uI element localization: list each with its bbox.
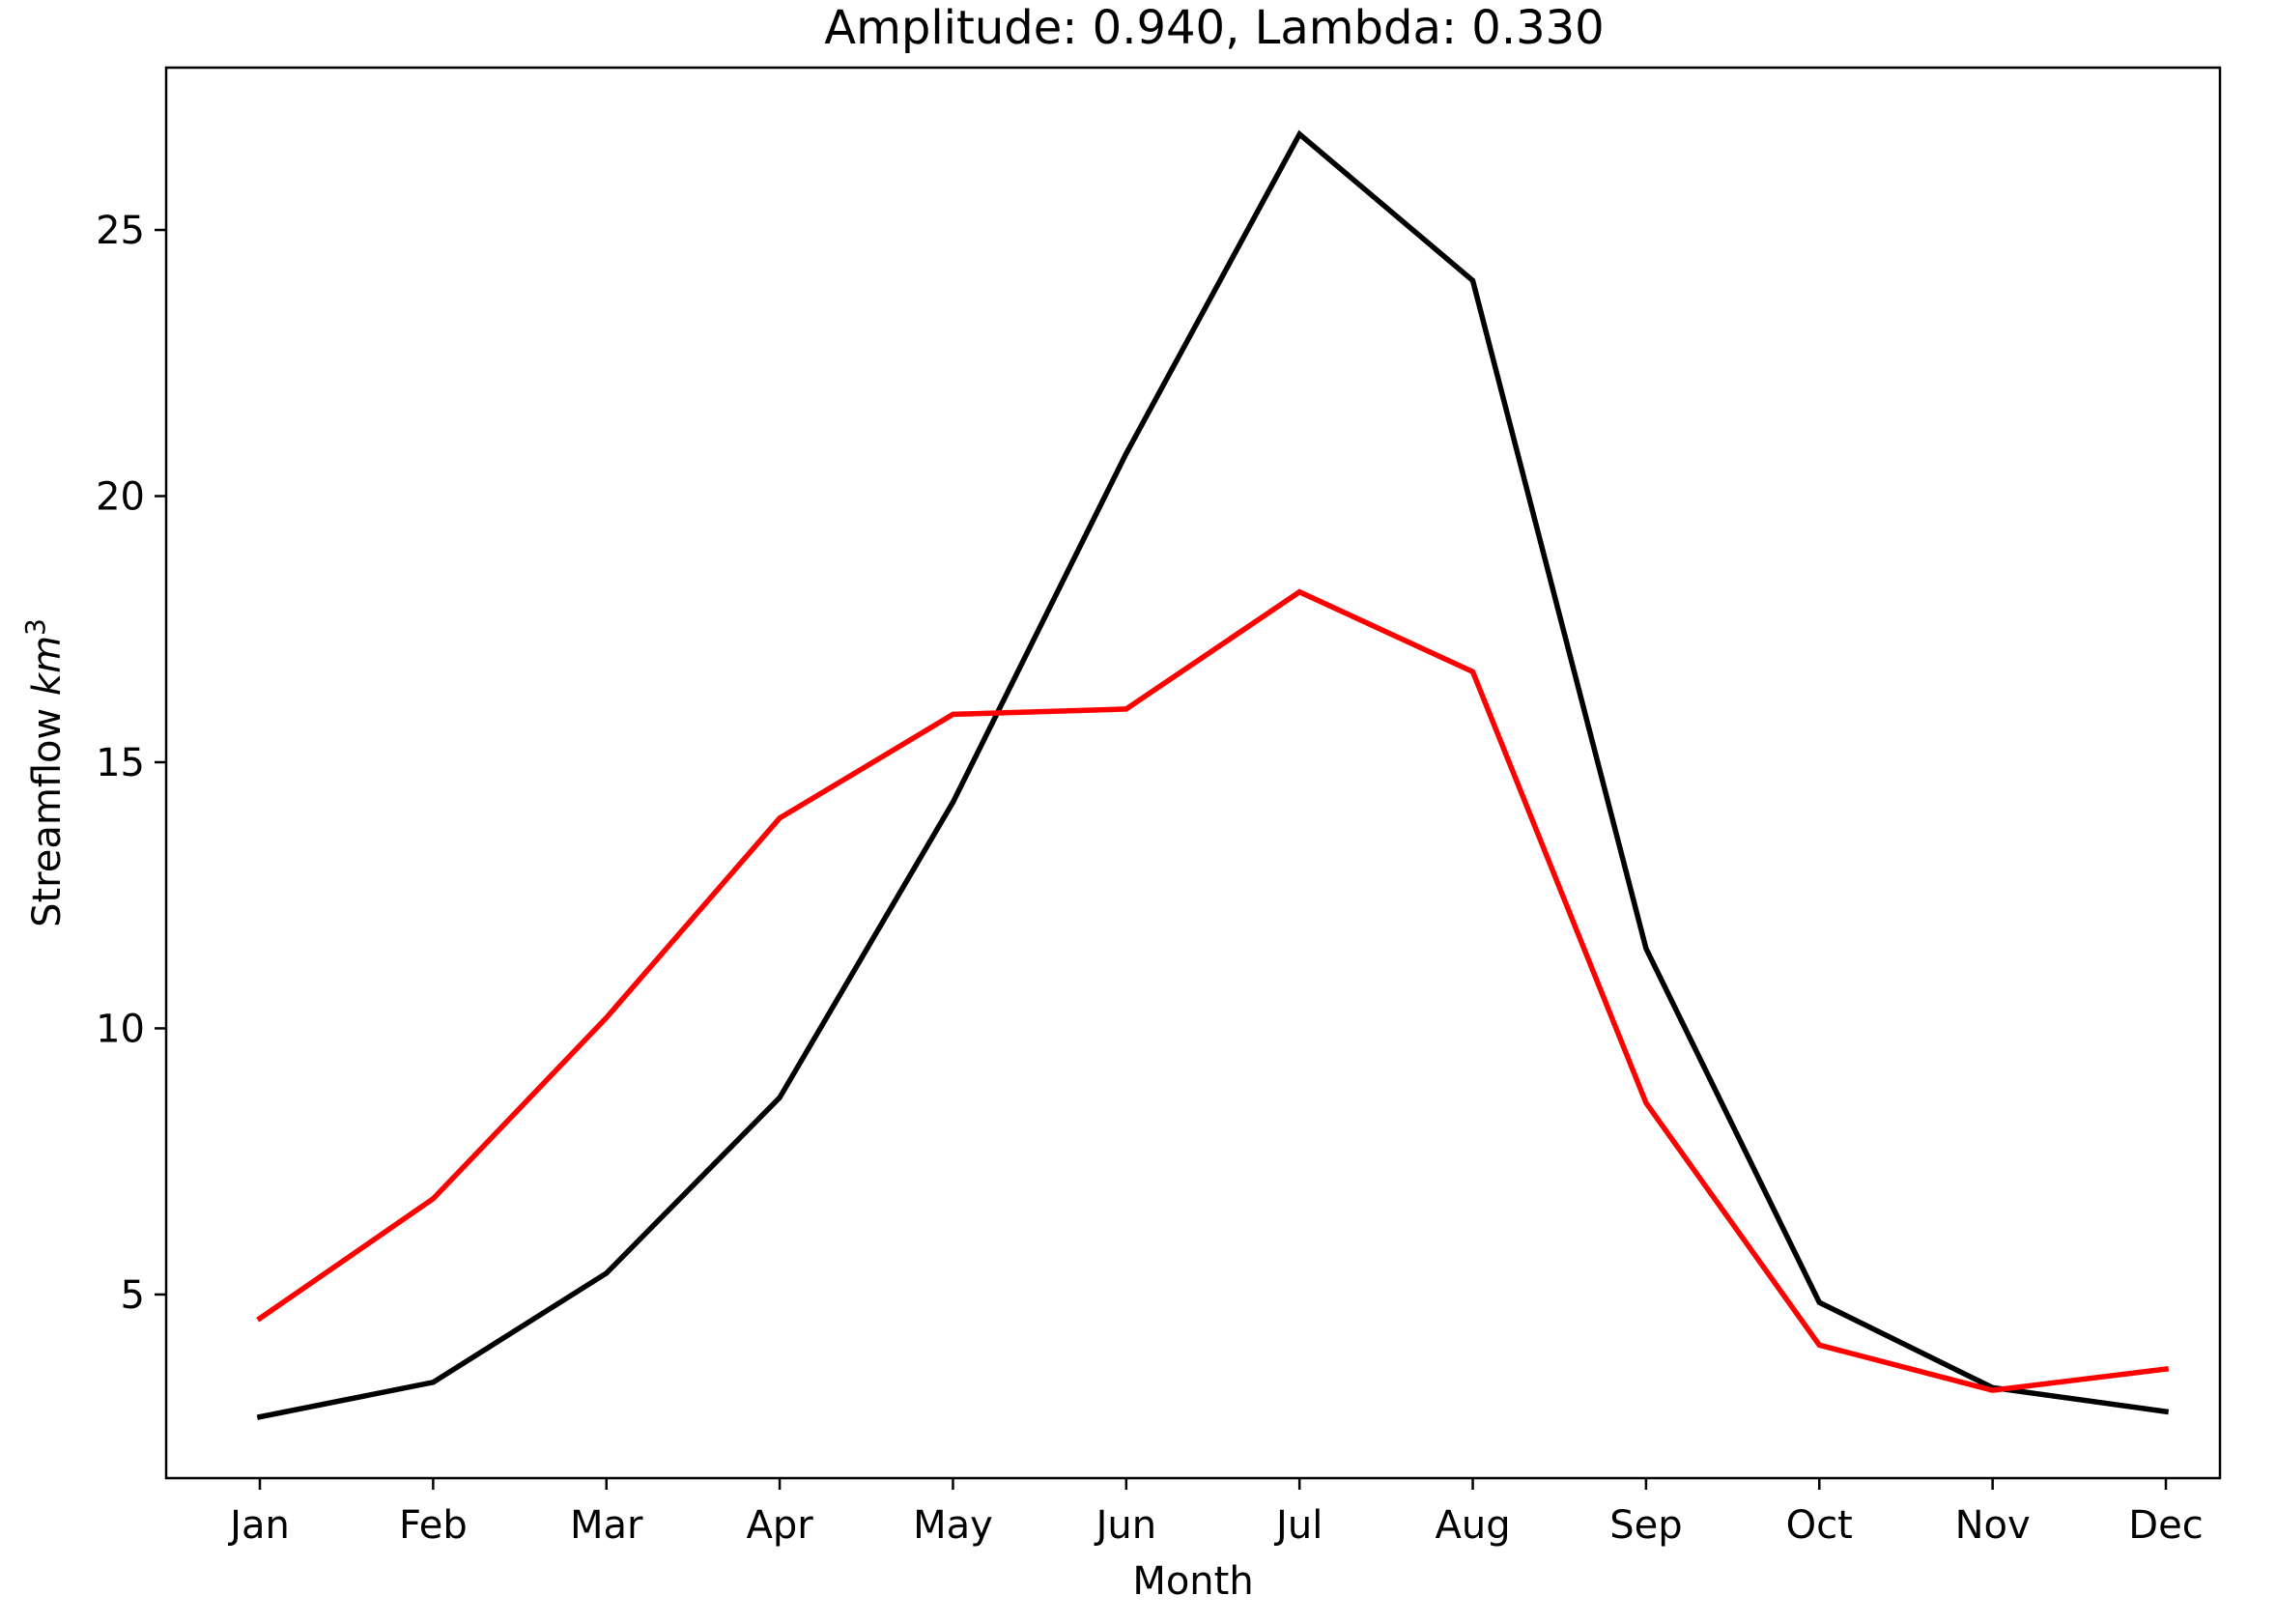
x-tick-label: Aug bbox=[1435, 1503, 1510, 1548]
x-tick-label: Feb bbox=[399, 1503, 468, 1548]
y-axis-label-unit: km bbox=[25, 636, 70, 696]
x-tick-label: Jul bbox=[1273, 1503, 1323, 1548]
y-axis-label: Streamflow km3 bbox=[19, 618, 70, 927]
series-layer bbox=[256, 129, 2170, 1420]
x-tick-label: May bbox=[913, 1503, 993, 1548]
x-tick-label: Sep bbox=[1609, 1503, 1682, 1548]
y-tick-label: 15 bbox=[96, 741, 145, 785]
x-axis-label: Month bbox=[1132, 1559, 1253, 1604]
y-tick-label: 20 bbox=[96, 475, 145, 520]
y-axis-label-text: Streamflow bbox=[25, 696, 70, 927]
y-axis: 5 10 15 20 25 bbox=[96, 209, 166, 1318]
y-tick-label: 5 bbox=[121, 1273, 145, 1318]
series-line-2 bbox=[256, 588, 2170, 1393]
x-tick-label: Nov bbox=[1955, 1503, 2031, 1548]
plot-frame bbox=[164, 66, 2222, 1480]
chart-title: Amplitude: 0.940, Lambda: 0.330 bbox=[824, 1, 1604, 55]
x-tick-label: Dec bbox=[2128, 1503, 2203, 1548]
y-tick-label: 10 bbox=[96, 1007, 145, 1051]
y-axis-label-unit-superscript: 3 bbox=[19, 618, 51, 636]
x-tick-label: Oct bbox=[1786, 1503, 1853, 1548]
x-axis: Jan Feb Mar Apr May Jun Jul Aug Sep Oct Nov Dec bbox=[227, 1478, 2204, 1548]
x-tick-label: Jan bbox=[227, 1503, 290, 1548]
y-tick-label: 25 bbox=[96, 209, 145, 253]
x-tick-label: Apr bbox=[746, 1503, 813, 1548]
x-tick-label: Jun bbox=[1094, 1503, 1157, 1548]
x-tick-label: Mar bbox=[570, 1503, 643, 1548]
series-line-1 bbox=[256, 129, 2170, 1420]
